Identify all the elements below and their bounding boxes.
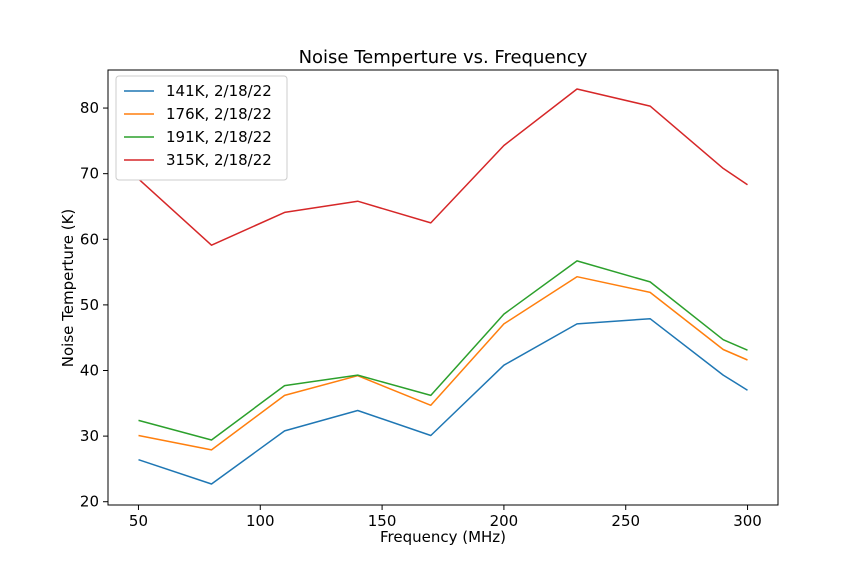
series-line-1: [138, 275, 748, 451]
legend-frame: [115, 75, 288, 181]
series-line-0: [138, 317, 748, 485]
y-tick-label: 70: [80, 165, 99, 183]
x-tick-label: 150: [368, 512, 397, 530]
axes: 50 100 150 200 250 300 20 30 40 50 60 70 80: [80, 69, 779, 530]
x-tick-label: 200: [490, 512, 519, 530]
x-tick-label: 250: [611, 512, 640, 530]
y-axis-label: Noise Temperture (K): [59, 209, 77, 368]
y-tick-label: 60: [80, 230, 99, 248]
chart-title: Noise Temperture vs. Frequency: [299, 47, 588, 68]
x-axis-label: Frequency (MHz): [380, 528, 506, 546]
y-tick-label: 40: [80, 361, 99, 379]
series-line-3: [137, 88, 748, 246]
plot-area: [137, 88, 748, 485]
y-tick-label: 30: [80, 427, 99, 445]
x-tick-label: 300: [733, 512, 762, 530]
plot-frame: [107, 69, 779, 506]
x-tick-label: 100: [246, 512, 275, 530]
x-tick-label: 50: [129, 512, 148, 530]
legend-label-1: 176K, 2/18/22: [166, 105, 272, 123]
y-tick-label: 80: [80, 99, 99, 117]
series-line-2: [138, 260, 748, 441]
legend-label-3: 315K, 2/18/22: [166, 151, 272, 169]
legend-label-2: 191K, 2/18/22: [166, 128, 272, 146]
y-tick-label: 20: [80, 493, 99, 511]
legend: 141K, 2/18/22 176K, 2/18/22 191K, 2/18/22 3…: [115, 75, 288, 181]
y-tick-label: 50: [80, 296, 99, 314]
legend-label-0: 141K, 2/18/22: [166, 82, 272, 100]
